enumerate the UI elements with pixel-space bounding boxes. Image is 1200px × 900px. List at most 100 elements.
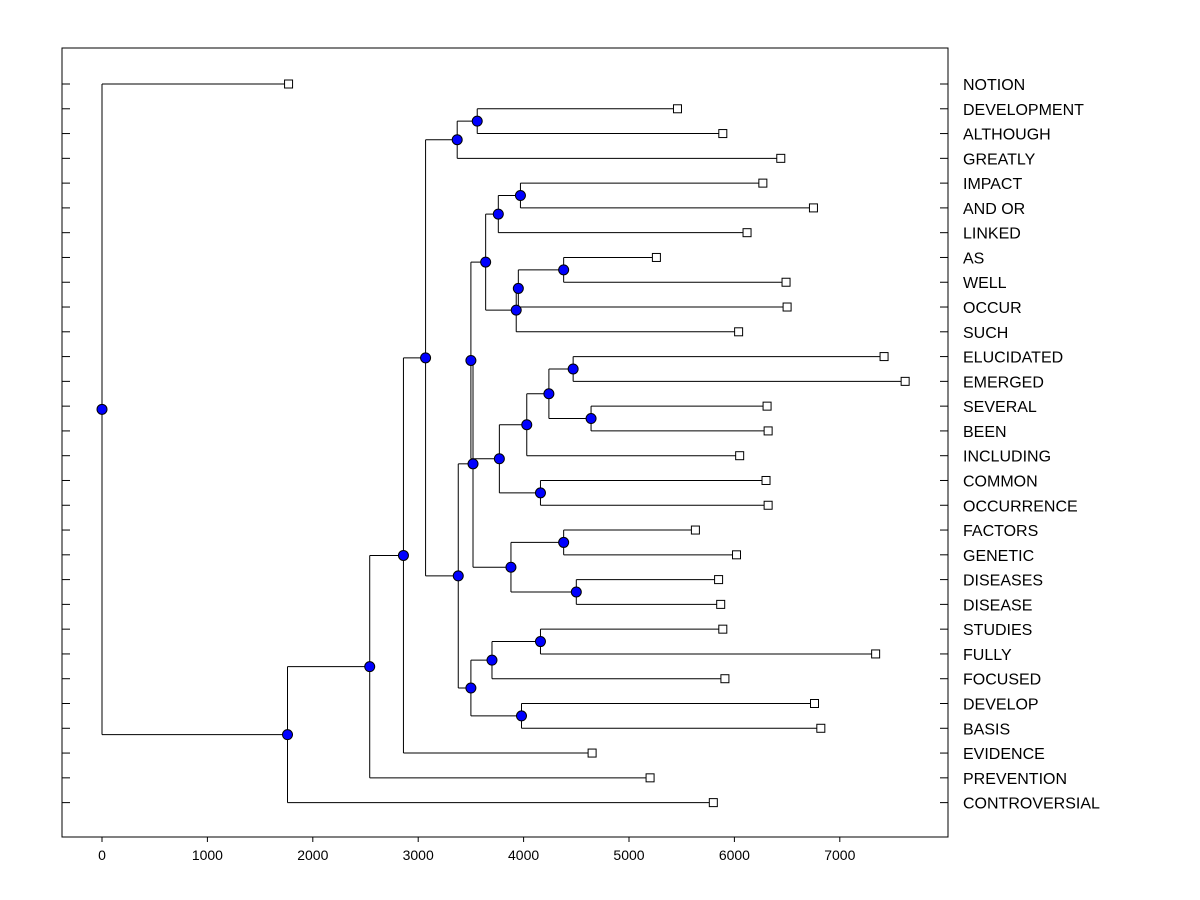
leaf-marker bbox=[816, 723, 826, 733]
leaf-label: BASIS bbox=[963, 721, 1010, 738]
x-tick-label: 4000 bbox=[508, 847, 539, 863]
leaf-label: SEVERAL bbox=[963, 399, 1037, 416]
merge-node bbox=[467, 458, 479, 470]
merge-node bbox=[534, 636, 546, 648]
leaf-marker bbox=[718, 129, 728, 139]
leaf-marker bbox=[672, 104, 682, 114]
merge-node bbox=[558, 536, 570, 548]
x-tick-label: 3000 bbox=[403, 847, 434, 863]
merge-node bbox=[492, 208, 504, 220]
merge-node bbox=[570, 586, 582, 598]
leaf-marker bbox=[735, 451, 745, 461]
leaf-marker bbox=[761, 475, 771, 485]
merge-node bbox=[567, 363, 579, 375]
merge-node bbox=[543, 388, 555, 400]
x-tick-label: 1000 bbox=[192, 847, 223, 863]
leaf-label: INCLUDING bbox=[963, 449, 1051, 466]
leaf-label: IMPACT bbox=[963, 176, 1022, 193]
merge-node bbox=[486, 654, 498, 666]
leaf-marker bbox=[763, 426, 773, 436]
leaf-marker bbox=[734, 327, 744, 337]
merge-node bbox=[514, 190, 526, 202]
leaf-marker bbox=[708, 798, 718, 808]
leaf-marker bbox=[284, 79, 294, 89]
leaf-marker bbox=[776, 153, 786, 163]
merge-node bbox=[96, 403, 108, 415]
leaf-label: PREVENTION bbox=[963, 771, 1067, 788]
x-axis: 0 1000 2000 3000 4000 5000 6000 7000 bbox=[98, 837, 856, 863]
leaf-label: NOTION bbox=[963, 77, 1025, 94]
merge-node bbox=[521, 419, 533, 431]
x-tick-label: 6000 bbox=[719, 847, 750, 863]
leaf-label: FOCUSED bbox=[963, 672, 1041, 689]
merge-node bbox=[364, 661, 376, 673]
merge-node bbox=[534, 487, 546, 499]
leaf-label: FACTORS bbox=[963, 523, 1038, 540]
leaf-label: SUCH bbox=[963, 325, 1008, 342]
leaf-marker bbox=[808, 203, 818, 213]
leaf-marker bbox=[742, 228, 752, 238]
leaf-label: ALTHOUGH bbox=[963, 127, 1051, 144]
leaf-labels: NOTION DEVELOPMENT ALTHOUGH GREATLY IMPACT AN… bbox=[963, 77, 1100, 813]
leaf-marker bbox=[810, 699, 820, 708]
merge-node bbox=[420, 352, 432, 364]
leaf-label: WELL bbox=[963, 275, 1007, 292]
leaf-label: DISEASE bbox=[963, 597, 1032, 614]
merge-node bbox=[480, 256, 492, 268]
merge-node bbox=[471, 115, 483, 127]
leaf-marker bbox=[900, 376, 910, 386]
leaf-label: EMERGED bbox=[963, 374, 1044, 391]
leaf-marker bbox=[651, 252, 661, 262]
right-leaf-ticks bbox=[940, 83, 948, 804]
leaf-label: ELUCIDATED bbox=[963, 350, 1063, 367]
leaf-label: LINKED bbox=[963, 226, 1021, 243]
leaf-marker bbox=[690, 525, 700, 535]
leaf-marker bbox=[879, 352, 889, 362]
leaf-label: FULLY bbox=[963, 647, 1012, 664]
leaf-marker bbox=[720, 674, 730, 684]
merge-node bbox=[505, 561, 517, 573]
merge-node bbox=[451, 134, 463, 146]
merge-node bbox=[465, 354, 477, 366]
leaf-marker bbox=[763, 500, 773, 510]
merge-node bbox=[465, 682, 477, 694]
leaf-label: BEEN bbox=[963, 424, 1007, 441]
dendrogram-links bbox=[101, 83, 906, 804]
leaf-label: OCCUR bbox=[963, 300, 1022, 317]
leaf-label: CONTROVERSIAL bbox=[963, 796, 1100, 813]
leaf-label: GREATLY bbox=[963, 151, 1036, 168]
merge-node bbox=[282, 729, 294, 741]
merge-node bbox=[452, 570, 464, 582]
leaf-marker bbox=[718, 624, 728, 634]
leaf-marker bbox=[762, 401, 772, 411]
leaf-marker bbox=[781, 277, 791, 287]
leaf-label: AND OR bbox=[963, 201, 1025, 218]
leaf-label: COMMON bbox=[963, 473, 1038, 490]
leaf-marker bbox=[871, 649, 881, 659]
leaf-label: DEVELOPMENT bbox=[963, 102, 1084, 119]
leaf-label: DEVELOP bbox=[963, 697, 1039, 714]
merge-nodes bbox=[96, 115, 597, 741]
leaf-marker bbox=[782, 302, 792, 312]
leaf-label: STUDIES bbox=[963, 622, 1032, 639]
leaf-label: EVIDENCE bbox=[963, 746, 1045, 763]
merge-node bbox=[585, 413, 597, 425]
leaf-label: DISEASES bbox=[963, 573, 1043, 590]
leaf-marker bbox=[714, 575, 724, 585]
leaf-marker bbox=[732, 550, 742, 560]
x-tick-label: 7000 bbox=[824, 847, 855, 863]
merge-node bbox=[510, 304, 522, 316]
plot-frame bbox=[61, 47, 949, 838]
x-tick-label: 0 bbox=[98, 847, 106, 863]
leaf-marker bbox=[645, 773, 655, 783]
leaf-marker bbox=[758, 178, 768, 188]
x-tick-label: 2000 bbox=[297, 847, 328, 863]
x-tick-label: 5000 bbox=[613, 847, 644, 863]
merge-node bbox=[512, 282, 524, 294]
leaf-label: GENETIC bbox=[963, 548, 1034, 565]
merge-node bbox=[515, 710, 527, 722]
leaf-label: OCCURRENCE bbox=[963, 498, 1078, 515]
leaf-markers bbox=[284, 79, 910, 808]
left-leaf-ticks bbox=[62, 83, 70, 804]
